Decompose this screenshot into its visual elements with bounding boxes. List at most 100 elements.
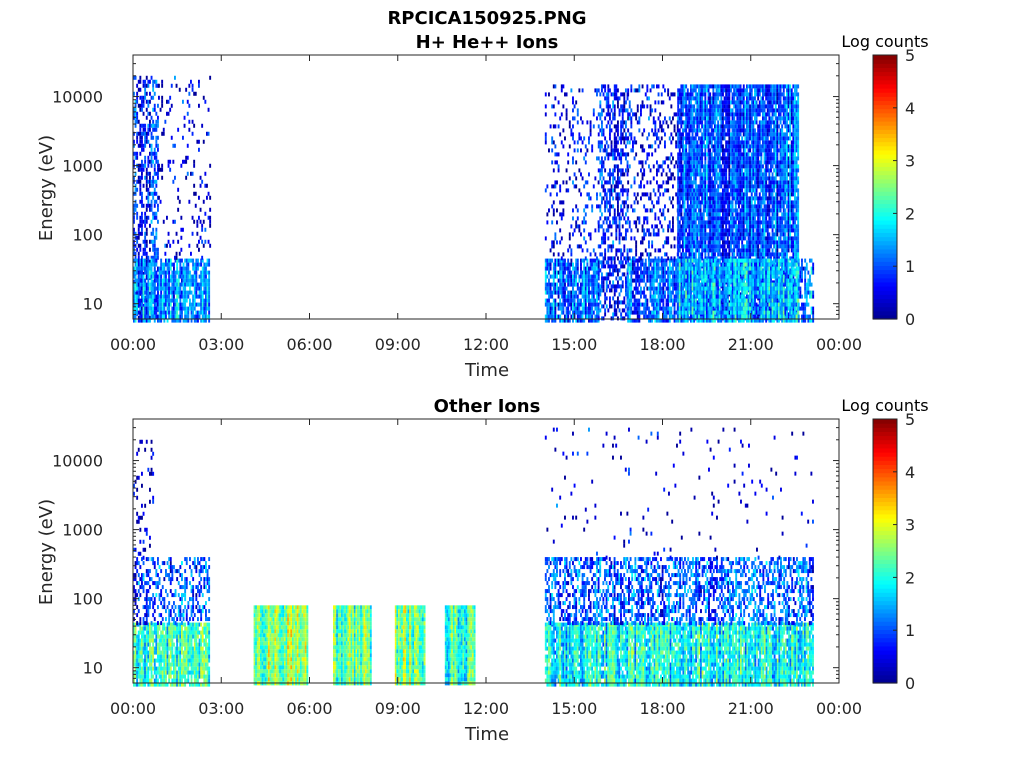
heatmap-cell <box>638 88 641 93</box>
heatmap-cell <box>570 306 573 311</box>
heatmap-cell <box>607 172 610 177</box>
heatmap-cell <box>682 244 684 249</box>
heatmap-cell <box>142 127 145 132</box>
heatmap-cell <box>204 227 207 232</box>
heatmap-cell <box>635 116 638 121</box>
heatmap-cell <box>203 302 206 307</box>
heatmap-cell <box>670 160 673 165</box>
heatmap-cell <box>152 247 155 252</box>
heatmap-cell <box>691 112 694 117</box>
heatmap-cell <box>635 248 638 253</box>
heatmap-cell <box>659 274 662 279</box>
heatmap-cell <box>562 104 565 109</box>
heatmap-cell <box>575 306 578 311</box>
heatmap-cell <box>665 318 668 323</box>
heatmap-cell <box>620 124 623 129</box>
heatmap-cell <box>605 216 608 221</box>
heatmap-cell <box>641 302 644 307</box>
heatmap-cell <box>683 192 686 197</box>
heatmap-cell <box>580 172 582 177</box>
heatmap-cell <box>193 91 196 96</box>
heatmap-cell <box>648 266 650 271</box>
heatmap-cell <box>635 282 638 287</box>
heatmap-cell <box>677 220 680 225</box>
heatmap-cell <box>643 220 646 225</box>
heatmap-cell <box>678 176 681 181</box>
heatmap-cell <box>605 92 608 97</box>
heatmap-cell <box>682 200 684 205</box>
heatmap-cell <box>153 167 156 172</box>
heatmap-cell <box>559 212 562 217</box>
heatmap-cell <box>641 252 644 257</box>
heatmap-cell <box>134 119 137 124</box>
heatmap-cell <box>702 284 705 289</box>
heatmap-cell <box>612 196 615 201</box>
heatmap-cell <box>698 188 700 193</box>
heatmap-cell <box>612 100 615 105</box>
heatmap-cell <box>182 318 185 323</box>
heatmap-cell <box>187 278 190 283</box>
heatmap-cell <box>667 298 670 303</box>
heatmap-cell <box>701 316 704 321</box>
heatmap-cell <box>632 270 634 275</box>
heatmap-cell <box>635 290 638 295</box>
heatmap-cell <box>685 120 688 125</box>
heatmap-cell <box>686 136 689 141</box>
heatmap-cell <box>632 112 634 117</box>
heatmap-cell <box>141 131 143 136</box>
heatmap-cell <box>153 171 156 176</box>
heatmap-cell <box>670 306 673 311</box>
heatmap-cell <box>680 164 683 169</box>
heatmap-cell <box>564 258 566 263</box>
heatmap-cell <box>690 212 692 217</box>
heatmap-cell <box>562 128 565 133</box>
heatmap-cell <box>604 292 607 297</box>
heatmap-cell <box>147 258 150 263</box>
heatmap-cell <box>635 112 638 117</box>
heatmap-cell <box>596 204 598 209</box>
heatmap-cell <box>554 180 557 185</box>
heatmap-cell <box>680 196 683 201</box>
heatmap-cell <box>586 282 589 287</box>
heatmap-cell <box>596 116 598 121</box>
heatmap-cell <box>596 314 598 319</box>
heatmap-cell <box>163 282 166 287</box>
heatmap-cell <box>665 172 668 177</box>
heatmap-cell <box>142 247 145 252</box>
heatmap-cell <box>690 100 692 105</box>
heatmap-cell <box>675 270 678 275</box>
heatmap-cell <box>677 200 680 205</box>
heatmap-cell <box>175 83 178 88</box>
heatmap-cell <box>624 168 627 173</box>
heatmap-cell <box>158 302 161 307</box>
heatmap-cell <box>612 204 615 209</box>
heatmap-cell <box>594 314 597 319</box>
heatmap-cell <box>677 156 680 161</box>
heatmap-cell <box>588 232 590 237</box>
heatmap-cell <box>660 294 663 299</box>
heatmap-cell <box>672 258 674 263</box>
heatmap-cell <box>562 180 565 185</box>
heatmap-cell <box>548 314 550 319</box>
heatmap-cell <box>657 188 660 193</box>
heatmap-cell <box>627 282 630 287</box>
heatmap-cell <box>636 274 639 279</box>
heatmap-cell <box>184 266 187 271</box>
heatmap-cell <box>651 294 654 299</box>
heatmap-cell <box>576 318 579 323</box>
heatmap-cell <box>198 302 201 307</box>
heatmap-cell <box>139 311 142 316</box>
heatmap-cell <box>552 290 555 295</box>
heatmap-cell <box>155 155 158 160</box>
heatmap-cell <box>580 318 582 323</box>
heatmap-cell <box>623 92 626 97</box>
heatmap-cell <box>190 79 192 84</box>
heatmap-cell <box>693 96 696 101</box>
heatmap-cell <box>702 144 705 149</box>
heatmap-cell <box>683 196 686 201</box>
heatmap-cell <box>549 314 552 319</box>
heatmap-cell <box>160 314 163 319</box>
heatmap-cell <box>149 207 151 212</box>
heatmap-cell <box>177 302 180 307</box>
heatmap-cell <box>694 132 697 137</box>
